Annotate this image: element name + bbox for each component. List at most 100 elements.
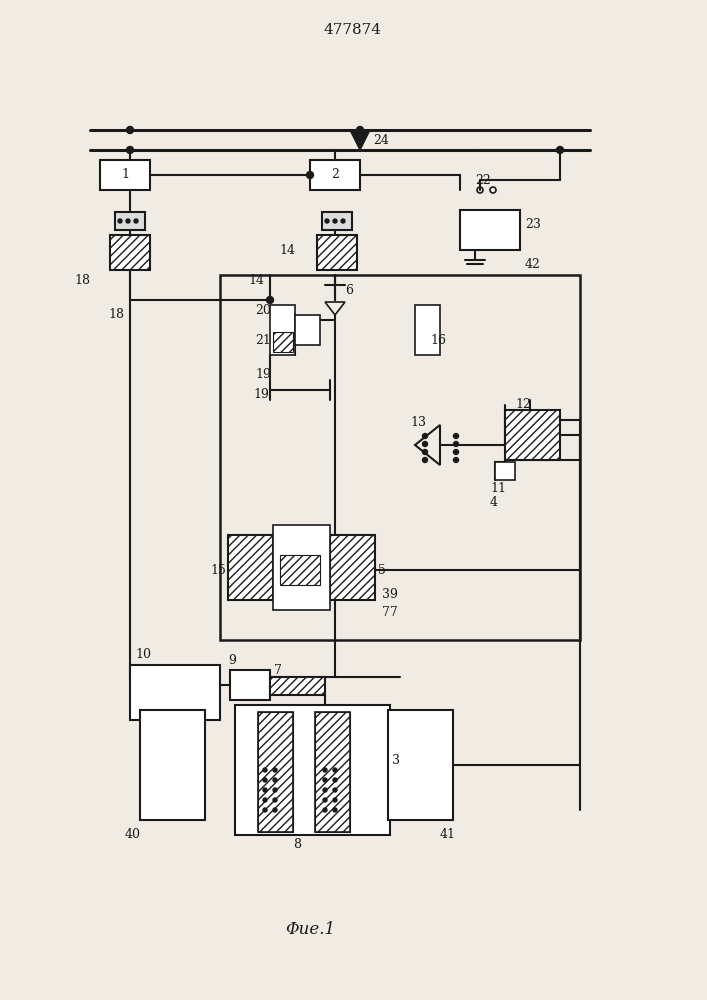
Bar [140,710,205,820]
Text: 19: 19 [255,368,271,381]
Text: 18: 18 [74,273,90,286]
Text: 15: 15 [210,564,226,576]
Circle shape [323,808,327,812]
Bar [317,235,357,270]
Circle shape [341,219,345,223]
Text: 22: 22 [475,174,491,186]
Circle shape [453,450,459,454]
Circle shape [323,778,327,782]
Circle shape [333,219,337,223]
Bar [115,212,145,230]
Circle shape [127,126,134,133]
Circle shape [263,788,267,792]
Bar [270,305,295,355]
Bar [270,677,325,695]
Circle shape [333,778,337,782]
Circle shape [325,219,329,223]
Bar [110,235,150,270]
Bar [100,160,150,190]
Bar [415,305,440,355]
Text: 11: 11 [490,482,506,494]
Bar [258,712,293,832]
Text: 23: 23 [525,219,541,232]
Bar [505,410,560,460]
Bar [110,235,150,270]
Circle shape [263,778,267,782]
Bar [235,705,390,835]
Bar [505,410,560,460]
Circle shape [423,434,428,438]
Bar [330,535,375,600]
Bar [130,665,220,720]
Text: 5: 5 [378,564,386,576]
Text: 14: 14 [279,243,295,256]
Bar [315,712,350,832]
Text: 4: 4 [490,495,498,508]
Bar [388,710,453,820]
Text: 14: 14 [248,273,264,286]
Circle shape [273,778,277,782]
Bar [258,712,293,832]
Bar [228,535,273,600]
Circle shape [423,450,428,454]
Text: 2: 2 [331,168,339,182]
Text: 19: 19 [253,388,269,401]
Circle shape [423,442,428,446]
Text: 20: 20 [255,304,271,316]
Bar [460,210,520,250]
Circle shape [423,458,428,462]
Circle shape [333,798,337,802]
Polygon shape [350,130,370,150]
Circle shape [273,798,277,802]
Text: 16: 16 [430,334,446,347]
Text: 12: 12 [515,398,531,412]
Bar [295,315,320,345]
Text: 8: 8 [293,838,301,852]
Bar [273,525,330,610]
Bar [220,275,580,640]
Circle shape [556,146,563,153]
Bar [330,535,375,600]
Circle shape [118,219,122,223]
Circle shape [356,126,363,133]
Text: 42: 42 [525,257,541,270]
Text: Φue.1: Φue.1 [285,922,335,938]
Text: 477874: 477874 [324,23,382,37]
Bar [270,677,325,695]
Text: 18: 18 [108,308,124,322]
Circle shape [273,788,277,792]
Text: 77: 77 [382,605,398,618]
Bar [280,555,320,585]
Circle shape [263,768,267,772]
Bar [317,235,357,270]
Circle shape [453,434,459,438]
Circle shape [273,808,277,812]
Circle shape [263,808,267,812]
Circle shape [126,219,130,223]
Text: 1: 1 [121,168,129,182]
Bar [273,332,293,352]
Text: 40: 40 [125,828,141,842]
Text: 21: 21 [255,334,271,347]
Text: 41: 41 [440,828,456,842]
Text: 3: 3 [392,754,400,766]
Circle shape [333,808,337,812]
Text: 39: 39 [382,588,398,601]
Bar [310,160,360,190]
Circle shape [323,768,327,772]
Circle shape [127,146,134,153]
Bar [495,462,515,480]
Circle shape [323,798,327,802]
Bar [315,712,350,832]
Circle shape [453,458,459,462]
Text: 7: 7 [274,664,282,676]
Text: 13: 13 [410,416,426,428]
Bar [228,535,273,600]
Circle shape [267,296,274,304]
Text: 6: 6 [345,284,353,296]
Text: 24: 24 [373,133,389,146]
Text: 9: 9 [228,654,236,666]
Bar [322,212,352,230]
Circle shape [333,768,337,772]
Circle shape [273,768,277,772]
